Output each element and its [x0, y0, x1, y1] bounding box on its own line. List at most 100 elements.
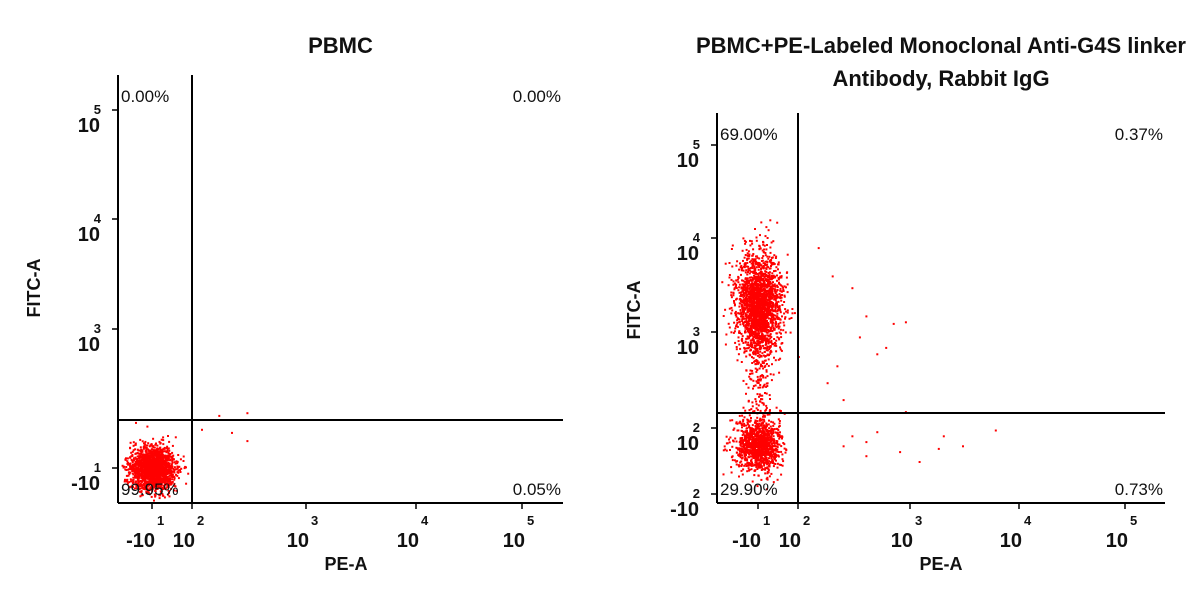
event-point — [147, 448, 149, 450]
event-point — [731, 472, 733, 474]
event-point — [734, 342, 736, 344]
event-point — [137, 452, 139, 454]
event-point — [767, 310, 769, 312]
event-point — [772, 284, 774, 286]
event-point — [756, 468, 758, 470]
event-point — [152, 461, 154, 463]
event-point — [134, 470, 136, 472]
event-point — [770, 313, 772, 315]
event-point — [750, 417, 752, 419]
event-point — [744, 447, 746, 449]
event-point — [744, 243, 746, 245]
event-point — [740, 300, 742, 302]
event-point — [762, 341, 764, 343]
event-point — [779, 346, 781, 348]
event-point — [744, 305, 746, 307]
event-point — [749, 285, 751, 287]
event-point — [772, 314, 774, 316]
event-point — [726, 436, 728, 438]
event-point — [742, 439, 744, 441]
event-point — [151, 454, 153, 456]
event-point — [765, 296, 767, 298]
event-point — [750, 344, 752, 346]
x-tick-exponent: 5 — [1130, 513, 1137, 528]
event-point — [743, 425, 745, 427]
event-point — [152, 452, 154, 454]
event-point — [172, 445, 174, 447]
event-point — [736, 280, 738, 282]
event-point — [162, 463, 164, 465]
event-point — [177, 468, 179, 470]
event-point — [739, 332, 741, 334]
event-point — [731, 266, 733, 268]
event-point — [748, 281, 750, 283]
event-point — [758, 245, 760, 247]
event-point — [140, 468, 142, 470]
event-point — [746, 321, 748, 323]
event-point — [771, 330, 773, 332]
event-point — [739, 262, 741, 264]
event-point — [767, 258, 769, 260]
event-point — [782, 460, 784, 462]
event-point — [148, 465, 150, 467]
event-point — [741, 430, 743, 432]
event-point — [769, 276, 771, 278]
event-point — [183, 460, 185, 462]
event-point — [161, 449, 163, 451]
event-point — [745, 254, 747, 256]
event-point — [747, 342, 749, 344]
event-point — [760, 365, 762, 367]
event-point — [765, 248, 767, 250]
event-point — [734, 328, 736, 330]
event-point — [776, 440, 778, 442]
y-tick-label: 10 — [78, 115, 100, 137]
event-point — [750, 331, 752, 333]
event-point — [766, 278, 768, 280]
event-point — [164, 475, 166, 477]
event-point — [776, 428, 778, 430]
event-point — [723, 449, 725, 451]
event-point — [738, 306, 740, 308]
event-point — [758, 320, 760, 322]
event-point — [744, 416, 746, 418]
event-point — [743, 284, 745, 286]
event-point — [143, 442, 145, 444]
event-point — [755, 326, 757, 328]
event-point — [735, 314, 737, 316]
event-point — [741, 340, 743, 342]
event-point — [752, 332, 754, 334]
event-point — [779, 293, 781, 295]
event-point — [754, 278, 756, 280]
event-point — [741, 338, 743, 340]
event-point — [742, 313, 744, 315]
event-point — [750, 349, 752, 351]
event-point — [764, 303, 766, 305]
event-point — [757, 262, 759, 264]
event-point — [149, 468, 151, 470]
event-point — [739, 318, 741, 320]
event-point — [768, 445, 770, 447]
event-point — [729, 277, 731, 279]
event-point — [785, 286, 787, 288]
event-point — [776, 407, 778, 409]
event-point — [183, 456, 185, 458]
event-point — [767, 237, 769, 239]
event-point — [723, 315, 725, 317]
event-point — [756, 240, 758, 242]
event-point — [769, 295, 771, 297]
event-point — [758, 275, 760, 277]
event-point — [149, 459, 151, 461]
event-point — [748, 376, 750, 378]
event-point — [162, 436, 164, 438]
event-point — [770, 346, 772, 348]
event-point — [764, 245, 766, 247]
event-point — [770, 435, 772, 437]
event-point — [135, 457, 137, 459]
event-point — [758, 300, 760, 302]
y-tick-label: 10 — [677, 243, 699, 265]
event-point — [771, 272, 773, 274]
event-point — [781, 304, 783, 306]
event-point — [748, 301, 750, 303]
event-point — [137, 477, 139, 479]
event-point — [787, 254, 789, 256]
